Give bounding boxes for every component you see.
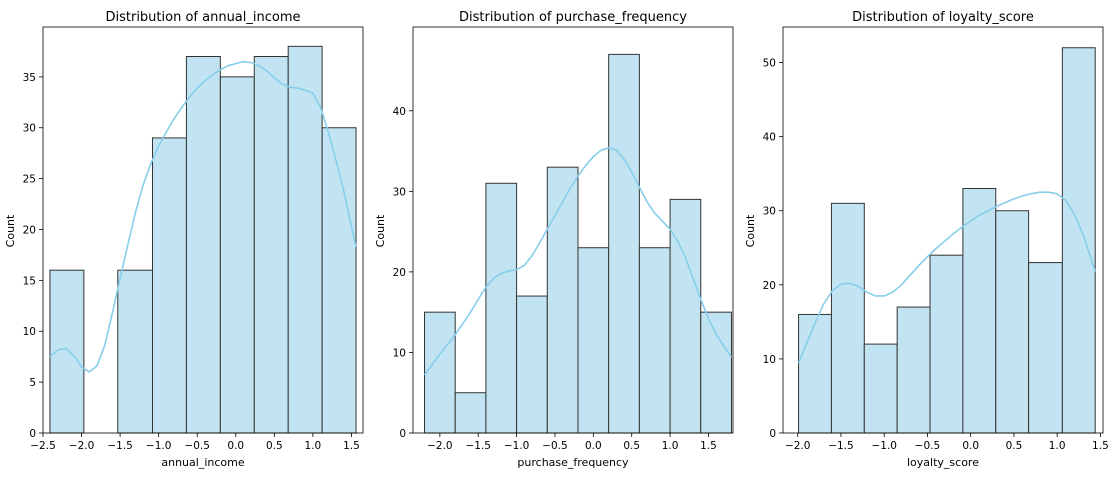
histogram-bar xyxy=(546,166,579,434)
histogram-bar xyxy=(669,198,702,434)
x-tick-label: 0.5 xyxy=(623,440,640,452)
x-tick-label: 0.0 xyxy=(227,440,244,452)
x-tick-label: −2.0 xyxy=(785,440,811,452)
x-tick-label: 0.0 xyxy=(962,440,979,452)
x-axis-label: annual_income xyxy=(161,456,244,469)
plot-area: −2.0 −1.5 −1.0 −0.5 0.0 0.5 1.0 1.5 0 10 20 30 40 xyxy=(393,26,734,452)
histogram-bar xyxy=(516,295,548,434)
panel-loyalty-score: Distribution of loyalty_score −2.0 −1.5 −1… xyxy=(744,10,1109,469)
x-tick-label: 1.5 xyxy=(1092,440,1109,452)
x-tick-label: −1.5 xyxy=(465,440,491,452)
histogram-bar xyxy=(577,247,610,434)
y-tick-label: 5 xyxy=(29,377,36,389)
x-tick-label: 0.5 xyxy=(266,440,283,452)
x-axis-label: loyalty_score xyxy=(907,456,979,469)
axes-frame xyxy=(782,26,1104,434)
y-tick-label: 0 xyxy=(29,428,36,440)
x-tick-label: −2.0 xyxy=(69,440,95,452)
y-tick-label: 10 xyxy=(393,347,406,359)
y-axis-label: Count xyxy=(374,214,387,247)
y-tick-label: 10 xyxy=(763,354,776,366)
panel-title: Distribution of annual_income xyxy=(105,10,300,25)
histogram-bar xyxy=(485,182,518,434)
histogram-bar xyxy=(117,269,153,434)
kde-line xyxy=(49,60,357,373)
y-tick-label: 30 xyxy=(23,123,36,135)
panel-annual-income: Distribution of annual_income −2.5 −2.0 −1… xyxy=(4,10,364,469)
histogram-bar xyxy=(151,137,187,434)
histogram-bar xyxy=(929,254,964,434)
y-axis-label: Count xyxy=(744,214,757,247)
histogram-bar xyxy=(830,202,865,434)
histogram-bar xyxy=(454,392,487,434)
y-tick-label: 30 xyxy=(393,186,406,198)
x-tick-label: 1.0 xyxy=(662,440,679,452)
x-tick-label: 1.0 xyxy=(305,440,322,452)
x-tick-label: 1.5 xyxy=(343,440,360,452)
x-tick-label: −0.5 xyxy=(542,440,568,452)
histogram-bar xyxy=(896,306,931,434)
histogram-bar xyxy=(638,247,671,434)
y-tick-label: 20 xyxy=(23,224,36,236)
axes-frame xyxy=(42,26,364,434)
x-tick-label: 1.5 xyxy=(700,440,717,452)
plot-area: −2.0 −1.5 −1.0 −0.5 0.0 0.5 1.0 1.5 0 10 20 30 40 50 xyxy=(763,26,1109,452)
panel-purchase-frequency: Distribution of purchase_frequency −2.0−… xyxy=(374,10,734,469)
histogram-bar xyxy=(608,53,640,434)
y-tick-label: 20 xyxy=(763,280,776,292)
x-tick-label: 1.0 xyxy=(1049,440,1066,452)
x-tick-label: −1.5 xyxy=(828,440,854,452)
histogram-bar xyxy=(321,127,357,434)
panel-title: Distribution of loyalty_score xyxy=(852,10,1034,25)
kde-line xyxy=(797,191,1096,364)
y-tick-label: 25 xyxy=(23,174,36,186)
y-tick-label: 0 xyxy=(399,428,406,440)
histogram-bar xyxy=(1061,47,1096,434)
x-tick-label: −1.5 xyxy=(107,440,133,452)
histogram-bar xyxy=(424,311,456,434)
histogram-bar xyxy=(863,343,898,434)
x-tick-label: 0.5 xyxy=(1006,440,1023,452)
x-tick-label: −2.0 xyxy=(427,440,453,452)
x-tick-label: −2.5 xyxy=(30,440,56,452)
histogram-bar xyxy=(219,76,255,434)
axes-frame xyxy=(412,26,734,434)
plot-area: −2.5 −2.0 −1.5 −1.0 −0.5 0.0 0.5 1.0 1.5 0 5 10 15 20… xyxy=(23,26,364,452)
y-tick-label: 30 xyxy=(763,206,776,218)
histogram-bar xyxy=(962,188,997,434)
histogram-bar xyxy=(700,311,732,434)
y-tick-label: 15 xyxy=(23,275,36,287)
x-tick-label: 0.0 xyxy=(585,440,602,452)
y-tick-label: 40 xyxy=(393,106,406,118)
histogram-bar xyxy=(253,56,289,434)
histogram-bar xyxy=(287,45,323,434)
x-tick-label: −0.5 xyxy=(915,440,941,452)
y-axis-label: Count xyxy=(4,214,17,247)
y-tick-label: 0 xyxy=(769,428,776,440)
x-tick-label: −1.0 xyxy=(504,440,530,452)
y-tick-label: 20 xyxy=(393,267,406,279)
y-tick-label: 50 xyxy=(763,58,776,70)
kde-line xyxy=(423,146,733,376)
histogram-bar xyxy=(995,210,1030,434)
panel-title: Distribution of purchase_frequency xyxy=(459,10,687,25)
y-tick-label: 35 xyxy=(23,72,36,84)
y-tick-label: 40 xyxy=(763,132,776,144)
y-tick-label: 10 xyxy=(23,326,36,338)
x-tick-label: −1.0 xyxy=(146,440,172,452)
x-axis-label: purchase_frequency xyxy=(517,456,629,469)
histogram-bar xyxy=(1028,262,1063,434)
x-tick-label: −0.5 xyxy=(184,440,210,452)
x-tick-label: −1.0 xyxy=(871,440,897,452)
histogram-bar xyxy=(185,56,221,434)
histogram-bar xyxy=(798,313,832,434)
